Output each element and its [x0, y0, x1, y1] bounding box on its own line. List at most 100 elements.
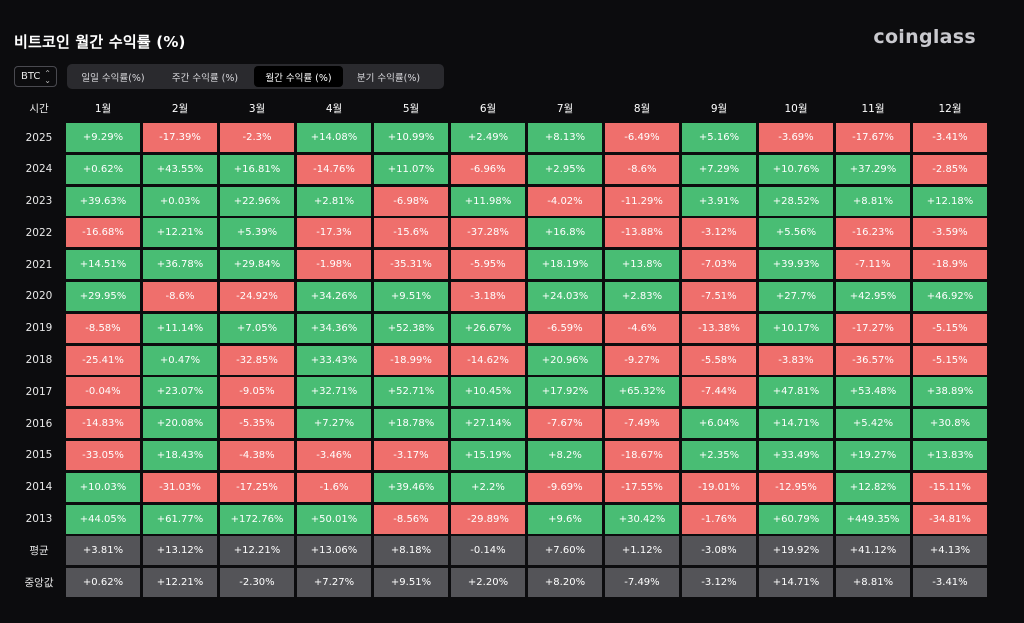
return-cell: -7.49% [605, 568, 679, 598]
return-cell: +14.71% [759, 409, 833, 439]
return-cell: +3.81% [66, 536, 140, 566]
return-cell: +0.47% [143, 345, 217, 375]
table-row: 2014 +10.03% -31.03% -17.25% -1.6% +39.46% +2.… [14, 472, 990, 502]
month-header: 1월 [94, 102, 112, 115]
return-cell: +10.03% [66, 472, 140, 502]
return-cell: +5.42% [836, 409, 910, 439]
return-cell: -3.08% [682, 536, 756, 566]
return-cell: +9.51% [374, 568, 448, 598]
return-cell: +5.56% [759, 218, 833, 248]
return-cell: +20.96% [528, 345, 602, 375]
return-cell: +28.52% [759, 186, 833, 216]
return-cell: +42.95% [836, 281, 910, 311]
return-cell: -8.56% [374, 504, 448, 534]
month-header: 8월 [633, 102, 651, 115]
return-cell: +17.92% [528, 377, 602, 407]
return-cell: +34.26% [297, 281, 371, 311]
tab-1[interactable]: 일일 수익률(%) [81, 72, 145, 84]
return-cell: -8.6% [143, 281, 217, 311]
month-header: 6월 [479, 102, 497, 115]
return-cell: +26.67% [451, 313, 525, 343]
return-cell: -5.95% [451, 250, 525, 280]
table-row: 2023 +39.63% +0.03% +22.96% +2.81% -6.98% +11.… [14, 186, 990, 216]
return-cell: -11.29% [605, 186, 679, 216]
tab-2[interactable]: 주간 수익률 (%) [171, 72, 239, 84]
return-cell: +61.77% [143, 504, 217, 534]
return-cell: -16.23% [836, 218, 910, 248]
year-label: 2014 [25, 481, 53, 494]
return-cell: +172.76% [220, 504, 294, 534]
return-cell: +19.92% [759, 536, 833, 566]
return-cell: +14.51% [66, 250, 140, 280]
year-label: 2019 [25, 322, 53, 335]
return-cell: -17.3% [297, 218, 371, 248]
return-period-tabs: 일일 수익률(%) 주간 수익률 (%) 월간 수익률 (%) 분기 수익률(%) [67, 64, 444, 89]
month-header: 9월 [710, 102, 728, 115]
return-cell: -8.58% [66, 313, 140, 343]
return-cell: +449.35% [836, 504, 910, 534]
tab-4[interactable]: 분기 수익률(%) [356, 72, 421, 84]
return-cell: -35.31% [374, 250, 448, 280]
return-cell: -12.95% [759, 472, 833, 502]
year-label: 2021 [25, 258, 53, 271]
return-cell: -2.3% [220, 123, 294, 152]
return-cell: -6.98% [374, 186, 448, 216]
tab-3[interactable]: 월간 수익률 (%) [254, 66, 343, 87]
summary-label: 중앙값 [24, 577, 54, 590]
return-cell: +7.27% [297, 568, 371, 598]
return-cell: -1.98% [297, 250, 371, 280]
return-cell: -3.41% [913, 568, 987, 598]
asset-select[interactable]: BTC ⌃ ⌄ [14, 66, 57, 87]
return-cell: -7.11% [836, 250, 910, 280]
year-label: 2024 [25, 163, 53, 176]
return-cell: +33.49% [759, 440, 833, 470]
table-row: 2022 -16.68% +12.21% +5.39% -17.3% -15.6% -37.… [14, 218, 990, 248]
return-cell: -1.6% [297, 472, 371, 502]
return-cell: +2.83% [605, 281, 679, 311]
return-cell: -5.58% [682, 345, 756, 375]
return-cell: +39.46% [374, 472, 448, 502]
return-cell: +24.03% [528, 281, 602, 311]
year-label: 2013 [25, 513, 53, 526]
return-cell: -33.05% [66, 440, 140, 470]
return-cell: -2.30% [220, 568, 294, 598]
return-cell: +0.03% [143, 186, 217, 216]
return-cell: +8.81% [836, 186, 910, 216]
return-cell: -3.41% [913, 123, 987, 152]
return-cell: -4.6% [605, 313, 679, 343]
return-cell: +43.55% [143, 154, 217, 184]
return-cell: +14.08% [297, 123, 371, 152]
corner-label: 시간 [29, 102, 49, 115]
year-label: 2018 [25, 354, 53, 367]
table-row: 2019 -8.58% +11.14% +7.05% +34.36% +52.38% +26… [14, 313, 990, 343]
return-cell: -17.39% [143, 123, 217, 152]
month-header: 7월 [556, 102, 574, 115]
return-cell: -7.67% [528, 409, 602, 439]
return-cell: +50.01% [297, 504, 371, 534]
table-row: 2025 +9.29% -17.39% -2.3% +14.08% +10.99% +2.4… [14, 123, 990, 152]
return-cell: -17.27% [836, 313, 910, 343]
return-cell: -13.38% [682, 313, 756, 343]
return-cell: +2.20% [451, 568, 525, 598]
return-cell: -16.68% [66, 218, 140, 248]
return-cell: +27.14% [451, 409, 525, 439]
return-cell: +18.78% [374, 409, 448, 439]
return-cell: +41.12% [836, 536, 910, 566]
return-cell: -15.6% [374, 218, 448, 248]
return-cell: +29.95% [66, 281, 140, 311]
return-cell: +9.29% [66, 123, 140, 152]
return-cell: +7.60% [528, 536, 602, 566]
return-cell: -24.92% [220, 281, 294, 311]
return-cell: -3.59% [913, 218, 987, 248]
return-cell: +0.62% [66, 568, 140, 598]
table-row: 2018 -25.41% +0.47% -32.85% +33.43% -18.99% -1… [14, 345, 990, 375]
return-cell: -5.35% [220, 409, 294, 439]
return-cell: -3.83% [759, 345, 833, 375]
return-cell: -34.81% [913, 504, 987, 534]
return-cell: -7.51% [682, 281, 756, 311]
return-cell: +52.38% [374, 313, 448, 343]
return-cell: +12.21% [143, 218, 217, 248]
return-cell: +53.48% [836, 377, 910, 407]
return-cell: +44.05% [66, 504, 140, 534]
month-header: 3월 [248, 102, 266, 115]
